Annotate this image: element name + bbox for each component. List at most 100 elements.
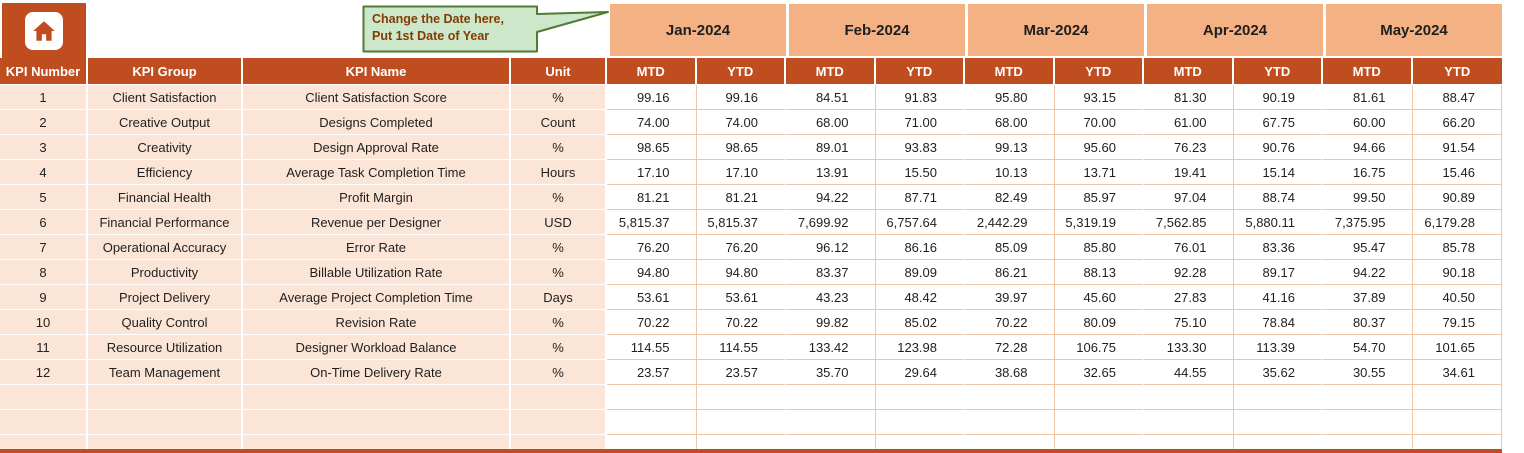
empty-cell[interactable] [511,410,607,435]
kpi-name-cell[interactable]: Design Approval Rate [243,135,511,160]
value-cell[interactable]: 76.20 [696,235,786,260]
value-cell[interactable]: 5,880.11 [1233,210,1323,235]
value-cell[interactable]: 68.00 [965,110,1055,135]
value-cell[interactable]: 7,562.85 [1144,210,1234,235]
kpi-number-cell[interactable]: 10 [0,310,88,335]
empty-cell[interactable] [243,435,511,453]
kpi-group-cell[interactable]: Creativity [88,135,243,160]
kpi-name-cell[interactable]: Profit Margin [243,185,511,210]
kpi-name-cell[interactable]: Average Task Completion Time [243,160,511,185]
value-cell[interactable]: 95.47 [1323,235,1413,260]
value-cell[interactable]: 74.00 [696,110,786,135]
value-cell[interactable]: 93.83 [875,135,965,160]
value-cell[interactable]: 53.61 [607,285,697,310]
value-cell[interactable]: 94.22 [1323,260,1413,285]
value-cell[interactable]: 66.20 [1412,110,1502,135]
value-cell[interactable]: 97.04 [1144,185,1234,210]
empty-cell[interactable] [88,410,243,435]
value-cell[interactable]: 85.09 [965,235,1055,260]
value-cell[interactable]: 32.65 [1054,360,1144,385]
value-cell[interactable]: 61.00 [1144,110,1234,135]
kpi-number-cell[interactable]: 9 [0,285,88,310]
value-cell[interactable]: 99.16 [696,85,786,110]
value-cell[interactable]: 40.50 [1412,285,1502,310]
value-cell[interactable]: 89.09 [875,260,965,285]
kpi-group-cell[interactable]: Project Delivery [88,285,243,310]
kpi-name-cell[interactable]: Designs Completed [243,110,511,135]
empty-value-cell[interactable] [875,385,965,410]
value-cell[interactable]: 79.15 [1412,310,1502,335]
empty-cell[interactable] [243,410,511,435]
kpi-number-cell[interactable]: 6 [0,210,88,235]
value-cell[interactable]: 82.49 [965,185,1055,210]
unit-cell[interactable]: Hours [511,160,607,185]
value-cell[interactable]: 106.75 [1054,335,1144,360]
empty-value-cell[interactable] [1144,385,1234,410]
value-cell[interactable]: 70.00 [1054,110,1144,135]
empty-cell[interactable] [511,435,607,453]
unit-cell[interactable]: % [511,235,607,260]
kpi-number-cell[interactable]: 8 [0,260,88,285]
empty-value-cell[interactable] [1323,385,1413,410]
kpi-name-cell[interactable]: On-Time Delivery Rate [243,360,511,385]
empty-value-cell[interactable] [965,410,1055,435]
value-cell[interactable]: 54.70 [1323,335,1413,360]
empty-cell[interactable] [243,385,511,410]
value-cell[interactable]: 7,375.95 [1323,210,1413,235]
kpi-number-cell[interactable]: 11 [0,335,88,360]
kpi-group-cell[interactable]: Financial Health [88,185,243,210]
value-cell[interactable]: 70.22 [607,310,697,335]
value-cell[interactable]: 87.71 [875,185,965,210]
unit-cell[interactable]: % [511,335,607,360]
month-header-apr[interactable]: Apr-2024 [1144,0,1323,58]
empty-value-cell[interactable] [1054,385,1144,410]
value-cell[interactable]: 81.21 [607,185,697,210]
kpi-name-cell[interactable]: Average Project Completion Time [243,285,511,310]
empty-value-cell[interactable] [1323,410,1413,435]
value-cell[interactable]: 60.00 [1323,110,1413,135]
empty-value-cell[interactable] [1412,435,1502,453]
value-cell[interactable]: 83.37 [786,260,876,285]
value-cell[interactable]: 114.55 [696,335,786,360]
value-cell[interactable]: 96.12 [786,235,876,260]
value-cell[interactable]: 90.18 [1412,260,1502,285]
value-cell[interactable]: 94.22 [786,185,876,210]
value-cell[interactable]: 89.17 [1233,260,1323,285]
empty-cell[interactable] [0,385,88,410]
unit-cell[interactable]: Count [511,110,607,135]
empty-cell[interactable] [0,435,88,453]
value-cell[interactable]: 85.97 [1054,185,1144,210]
kpi-group-cell[interactable]: Efficiency [88,160,243,185]
empty-value-cell[interactable] [607,435,697,453]
value-cell[interactable]: 15.46 [1412,160,1502,185]
empty-value-cell[interactable] [1144,435,1234,453]
empty-value-cell[interactable] [1412,410,1502,435]
value-cell[interactable]: 23.57 [607,360,697,385]
value-cell[interactable]: 17.10 [696,160,786,185]
value-cell[interactable]: 94.80 [696,260,786,285]
kpi-number-cell[interactable]: 12 [0,360,88,385]
value-cell[interactable]: 99.16 [607,85,697,110]
value-cell[interactable]: 45.60 [1054,285,1144,310]
empty-value-cell[interactable] [607,410,697,435]
empty-value-cell[interactable] [1233,385,1323,410]
empty-cell[interactable] [511,385,607,410]
empty-value-cell[interactable] [696,410,786,435]
empty-cell[interactable] [88,385,243,410]
value-cell[interactable]: 5,319.19 [1054,210,1144,235]
value-cell[interactable]: 81.30 [1144,85,1234,110]
empty-value-cell[interactable] [965,435,1055,453]
value-cell[interactable]: 98.65 [607,135,697,160]
kpi-name-cell[interactable]: Designer Workload Balance [243,335,511,360]
empty-value-cell[interactable] [1144,410,1234,435]
kpi-name-cell[interactable]: Error Rate [243,235,511,260]
unit-cell[interactable]: % [511,360,607,385]
value-cell[interactable]: 99.82 [786,310,876,335]
value-cell[interactable]: 17.10 [607,160,697,185]
value-cell[interactable]: 123.98 [875,335,965,360]
value-cell[interactable]: 19.41 [1144,160,1234,185]
unit-cell[interactable]: Days [511,285,607,310]
unit-cell[interactable]: % [511,185,607,210]
value-cell[interactable]: 43.23 [786,285,876,310]
value-cell[interactable]: 15.50 [875,160,965,185]
